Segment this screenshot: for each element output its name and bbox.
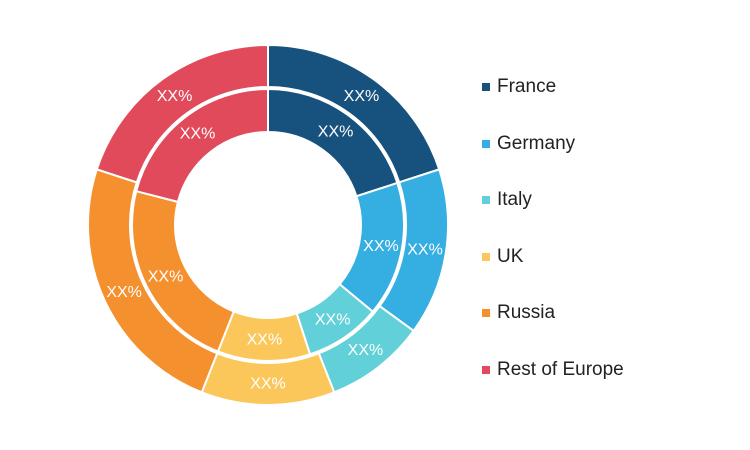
inner-label-france: XX% — [318, 123, 354, 140]
legend: France Germany Italy UK Russia Rest of E… — [482, 76, 624, 415]
legend-label-italy: Italy — [497, 189, 532, 210]
legend-swatch-france — [482, 83, 490, 91]
outer-label-germany: XX% — [407, 241, 443, 258]
outer-label-france: XX% — [344, 88, 380, 105]
inner-label-russia: XX% — [148, 269, 184, 286]
legend-swatch-italy — [482, 196, 490, 204]
inner-label-rest-of-europe: XX% — [180, 126, 216, 143]
outer-label-russia: XX% — [106, 284, 142, 301]
outer-slice-rest-of-europe — [95, 43, 269, 184]
outer-label-rest-of-europe: XX% — [157, 88, 193, 105]
legend-label-germany: Germany — [497, 132, 576, 154]
inner-label-uk: XX% — [247, 331, 283, 348]
outer-label-uk: XX% — [250, 376, 286, 393]
outer-label-italy: XX% — [348, 342, 384, 359]
legend-item-germany: Germany — [482, 133, 624, 155]
legend-item-france: France — [482, 76, 624, 98]
legend-label-russia: Russia — [497, 302, 556, 323]
legend-item-italy: Italy — [482, 189, 624, 211]
legend-swatch-uk — [482, 252, 490, 261]
legend-label-uk: UK — [497, 245, 524, 267]
legend-item-rest-of-europe: Rest of Europe — [482, 359, 624, 381]
legend-swatch-russia — [482, 309, 490, 317]
inner-label-italy: XX% — [315, 312, 351, 329]
legend-item-uk: UK — [482, 246, 624, 268]
inner-label-germany: XX% — [363, 238, 399, 255]
legend-swatch-rest-of-europe — [482, 365, 490, 374]
legend-swatch-germany — [482, 139, 490, 148]
inner-slice-rest-of-europe — [135, 87, 269, 204]
legend-label-france: France — [497, 76, 557, 97]
legend-item-russia: Russia — [482, 302, 624, 324]
legend-label-rest-of-europe: Rest of Europe — [497, 358, 624, 380]
